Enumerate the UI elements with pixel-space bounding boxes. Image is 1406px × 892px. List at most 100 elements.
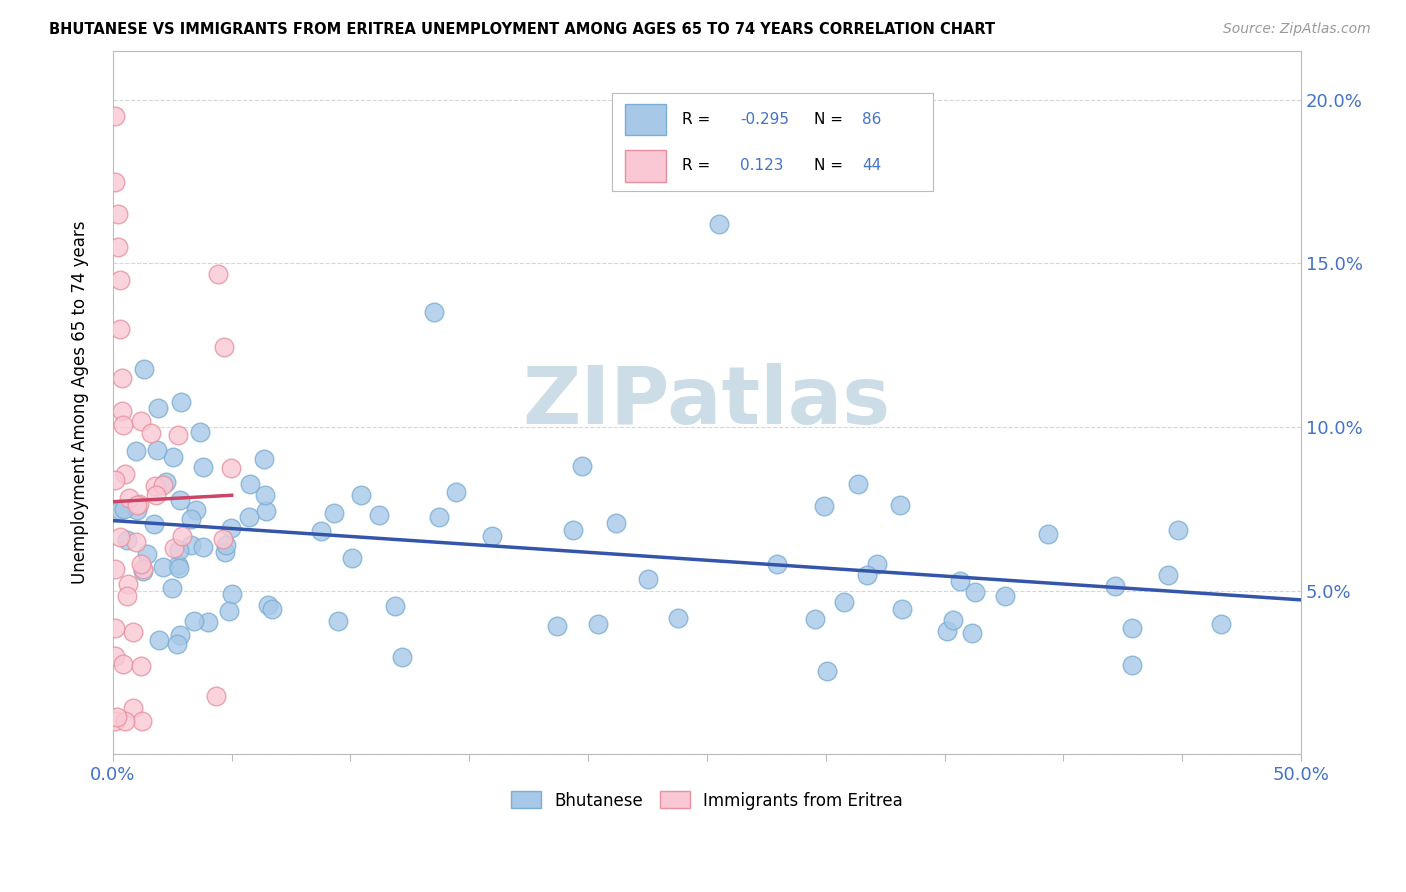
Point — [605, 516, 627, 530]
Point — [125, 534, 148, 549]
Text: Source: ZipAtlas.com: Source: ZipAtlas.com — [1223, 22, 1371, 37]
Point — [155, 475, 177, 489]
Point — [145, 488, 167, 502]
Point — [111, 657, 134, 672]
Text: ZIPatlas: ZIPatlas — [523, 363, 891, 442]
Point — [865, 558, 887, 572]
Point — [813, 499, 835, 513]
Point — [666, 610, 689, 624]
Point — [107, 240, 129, 254]
Point — [114, 714, 136, 729]
Point — [212, 532, 235, 546]
Point — [107, 207, 129, 221]
Legend: Bhutanese, Immigrants from Eritrea: Bhutanese, Immigrants from Eritrea — [505, 785, 910, 816]
Point — [148, 632, 170, 647]
Point — [766, 557, 789, 571]
Point — [707, 217, 730, 231]
Point — [105, 710, 128, 724]
Point — [104, 109, 127, 123]
Point — [350, 488, 373, 502]
Point — [571, 458, 593, 473]
Point — [960, 625, 983, 640]
Point — [481, 528, 503, 542]
Point — [214, 545, 236, 559]
Point — [167, 558, 190, 573]
Point — [132, 361, 155, 376]
Point — [104, 714, 127, 729]
Point — [115, 589, 138, 603]
Point — [586, 617, 609, 632]
Point — [114, 467, 136, 481]
Point — [205, 689, 228, 703]
Point — [803, 612, 825, 626]
Point — [145, 479, 167, 493]
Point — [207, 268, 229, 282]
Point — [1209, 617, 1232, 632]
Point — [561, 524, 583, 538]
Point — [238, 509, 260, 524]
Point — [104, 622, 127, 636]
Point — [221, 521, 243, 535]
Point — [239, 477, 262, 491]
Point — [169, 492, 191, 507]
Point — [1121, 621, 1143, 635]
Point — [136, 548, 159, 562]
Point — [936, 624, 959, 639]
Point — [118, 491, 141, 506]
Point — [125, 444, 148, 458]
Point — [132, 564, 155, 578]
Point — [129, 557, 152, 571]
Point — [197, 615, 219, 630]
Point — [942, 614, 965, 628]
Point — [125, 498, 148, 512]
Point — [180, 512, 202, 526]
Point — [108, 273, 131, 287]
Point — [260, 601, 283, 615]
Point — [889, 498, 911, 512]
Point — [212, 339, 235, 353]
Point — [422, 305, 444, 319]
Point — [391, 650, 413, 665]
Point — [637, 572, 659, 586]
Point — [254, 488, 277, 502]
Point — [112, 418, 135, 433]
Point — [221, 587, 243, 601]
Point — [170, 529, 193, 543]
Point — [1167, 524, 1189, 538]
Point — [162, 450, 184, 464]
Point — [104, 648, 127, 663]
Y-axis label: Unemployment Among Ages 65 to 74 years: Unemployment Among Ages 65 to 74 years — [72, 220, 89, 584]
Point — [180, 538, 202, 552]
Point — [170, 395, 193, 409]
Point — [160, 581, 183, 595]
Point — [111, 403, 134, 417]
Point — [143, 516, 166, 531]
Point — [108, 502, 131, 516]
Point — [253, 452, 276, 467]
Point — [167, 543, 190, 558]
Point — [111, 371, 134, 385]
Point — [891, 602, 914, 616]
Point — [162, 541, 184, 556]
Point — [132, 562, 155, 576]
Point — [427, 510, 450, 524]
Point — [131, 658, 153, 673]
Point — [965, 585, 987, 599]
Point — [257, 598, 280, 612]
Point — [117, 576, 139, 591]
Point — [367, 508, 389, 522]
Point — [1157, 568, 1180, 582]
Point — [108, 322, 131, 336]
Point — [169, 628, 191, 642]
Point — [117, 533, 139, 547]
Point — [323, 506, 346, 520]
Point — [125, 503, 148, 517]
Point — [167, 561, 190, 575]
Point — [1121, 658, 1143, 673]
Point — [309, 524, 332, 538]
Point — [112, 502, 135, 516]
Point — [139, 426, 162, 441]
Point — [128, 496, 150, 510]
Point — [994, 589, 1017, 603]
Point — [856, 567, 879, 582]
